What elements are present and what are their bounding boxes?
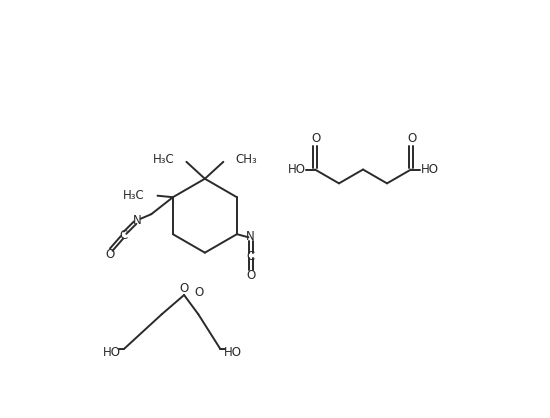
Text: CH₃: CH₃ [235, 153, 257, 166]
Text: N: N [246, 230, 255, 243]
Text: O: O [195, 286, 204, 299]
Text: N: N [133, 214, 142, 227]
Text: O: O [407, 132, 416, 145]
Text: C: C [119, 229, 128, 242]
Text: H₃C: H₃C [153, 153, 175, 166]
Text: H₃C: H₃C [123, 189, 145, 202]
Text: O: O [246, 269, 255, 282]
Text: HO: HO [288, 163, 305, 176]
Text: O: O [311, 132, 321, 145]
Text: O: O [105, 248, 114, 262]
Text: HO: HO [421, 163, 438, 176]
Text: HO: HO [103, 346, 120, 359]
Text: C: C [246, 250, 255, 263]
Text: HO: HO [224, 346, 241, 359]
Text: O: O [179, 282, 189, 295]
